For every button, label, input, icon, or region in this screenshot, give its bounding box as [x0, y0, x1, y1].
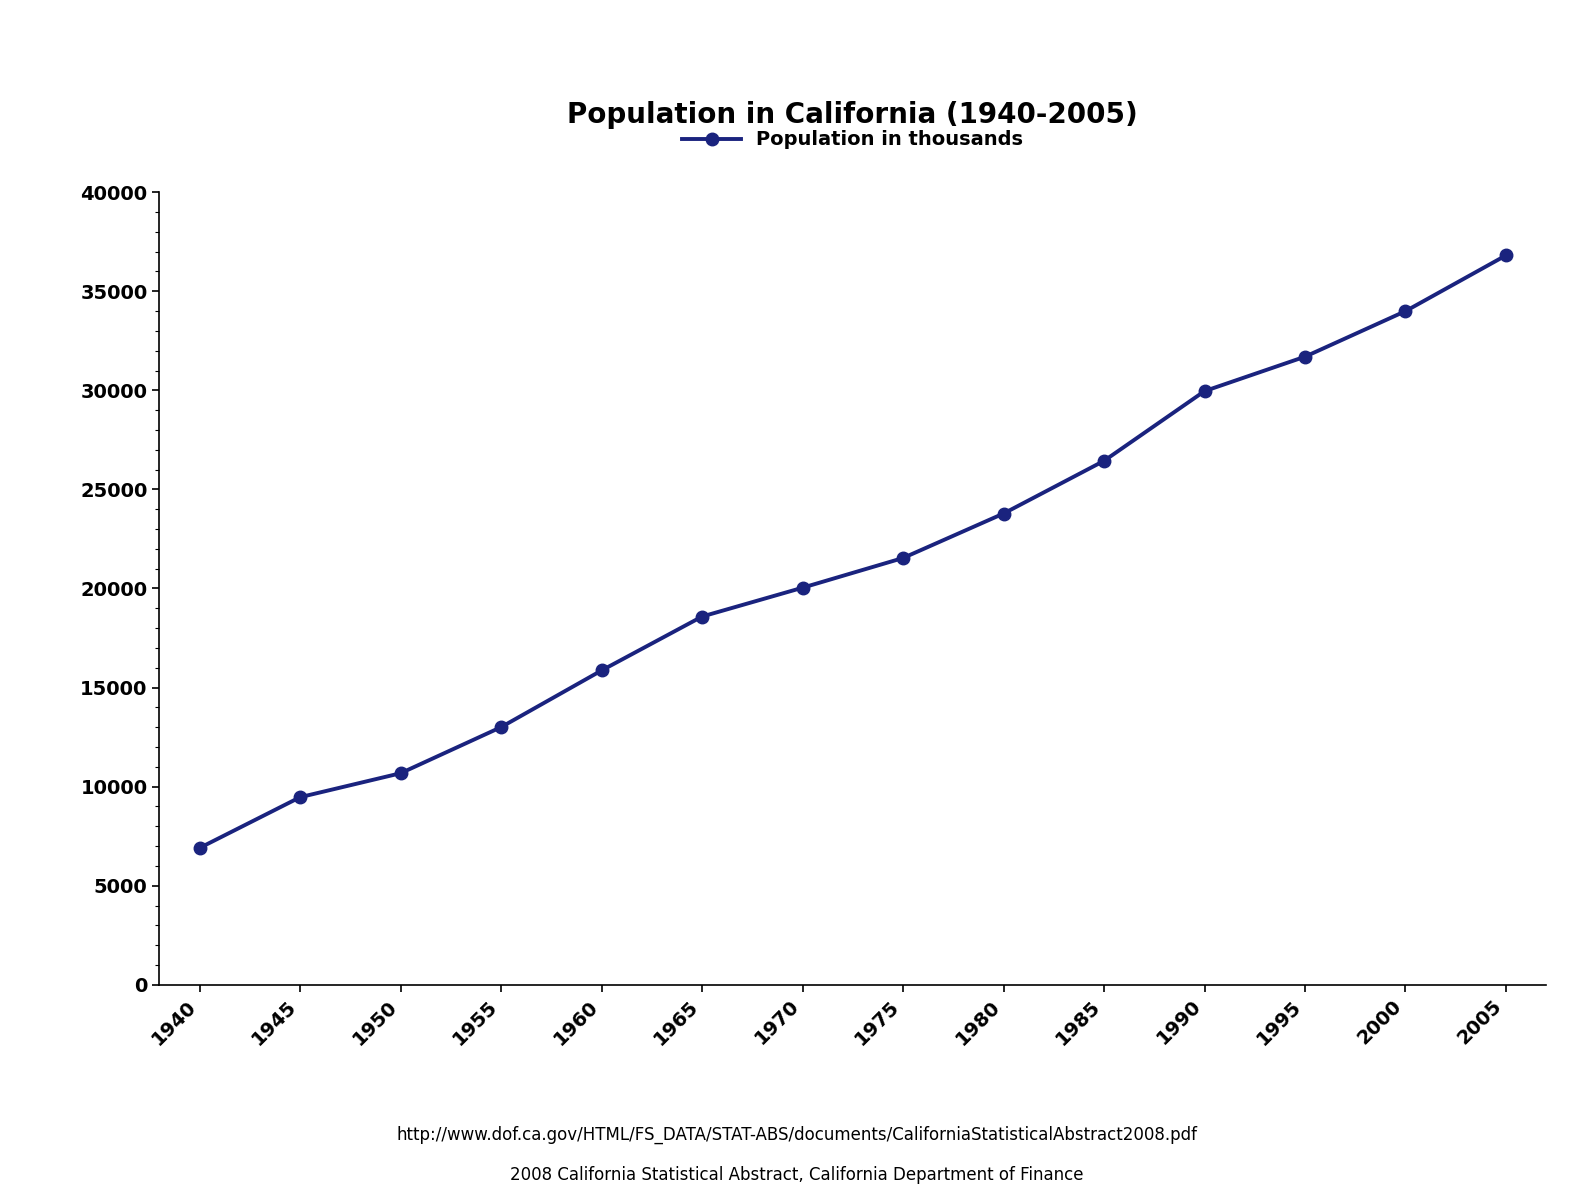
Population in thousands: [591, 663, 611, 677]
Population in thousands: [1095, 454, 1114, 468]
Line: Population in thousands: Population in thousands: [193, 249, 1513, 854]
Population in thousands: [995, 507, 1014, 521]
Population in thousands: [692, 609, 711, 623]
Population in thousands: [1296, 349, 1315, 364]
Population in thousands: [1396, 304, 1415, 318]
Population in thousands: [792, 580, 811, 594]
Population in thousands: [391, 766, 410, 781]
Title: Population in California (1940-2005): Population in California (1940-2005): [567, 101, 1138, 129]
Population in thousands: [894, 551, 913, 566]
Population in thousands: [1497, 249, 1516, 263]
Legend: Population in thousands: Population in thousands: [674, 123, 1031, 157]
Text: http://www.dof.ca.gov/HTML/FS_DATA/STAT-ABS/documents/CaliforniaStatisticalAbstr: http://www.dof.ca.gov/HTML/FS_DATA/STAT-…: [397, 1125, 1197, 1145]
Population in thousands: [290, 790, 309, 805]
Population in thousands: [1196, 384, 1215, 399]
Population in thousands: [190, 841, 209, 855]
Population in thousands: [491, 719, 510, 734]
Text: 2008 California Statistical Abstract, California Department of Finance: 2008 California Statistical Abstract, Ca…: [510, 1166, 1084, 1183]
